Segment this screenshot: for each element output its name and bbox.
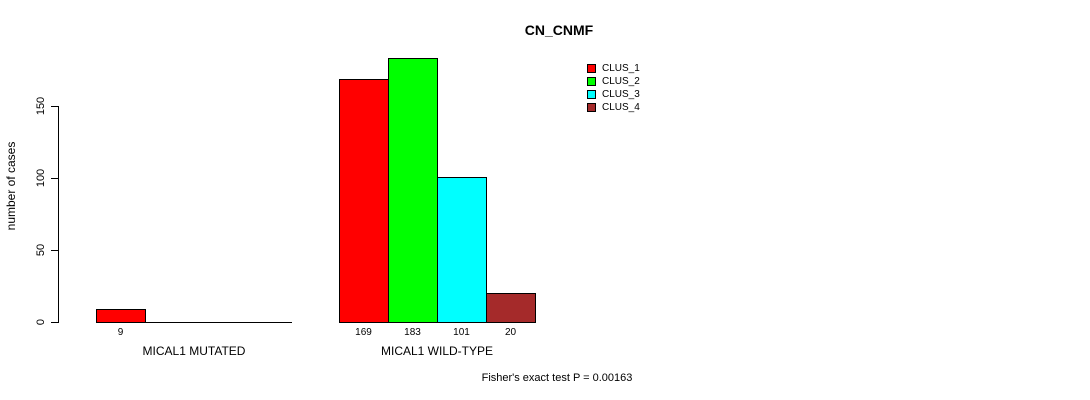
y-axis-label: number of cases <box>4 141 18 231</box>
bar-value-label: 20 <box>504 327 517 338</box>
y-tick <box>51 106 58 107</box>
chart-title: CN_CNMF <box>524 22 594 38</box>
y-tick <box>51 178 58 179</box>
legend-item: CLUS_2 <box>587 75 640 88</box>
y-tick-label: 0 <box>35 318 47 326</box>
legend-swatch <box>587 103 596 112</box>
bar-clus_2 <box>388 58 438 323</box>
legend-item: CLUS_4 <box>587 101 640 114</box>
legend-swatch <box>587 64 596 73</box>
y-axis-line <box>58 106 59 323</box>
legend-label: CLUS_3 <box>602 89 640 100</box>
bar-clus_1 <box>339 78 389 323</box>
bar-value-label: 183 <box>404 327 421 338</box>
pvalue-annotation: Fisher's exact test P = 0.00163 <box>481 372 633 384</box>
bar-value-label: 101 <box>453 327 470 338</box>
legend-swatch <box>587 90 596 99</box>
x-group-label: MICAL1 MUTATED <box>142 344 246 358</box>
bar-value-label: 169 <box>355 327 372 338</box>
bar-clus_4 <box>486 293 536 323</box>
legend: CLUS_1 CLUS_2 CLUS_3 CLUS_4 <box>587 62 640 114</box>
y-tick-label: 50 <box>35 243 47 257</box>
legend-label: CLUS_2 <box>602 76 640 87</box>
legend-label: CLUS_1 <box>602 63 640 74</box>
x-group-label: MICAL1 WILD-TYPE <box>380 344 494 358</box>
y-tick-label: 100 <box>35 168 47 188</box>
legend-item: CLUS_1 <box>587 62 640 75</box>
bar-value-label: 9 <box>117 327 124 338</box>
bar-clus_3 <box>437 176 487 323</box>
y-tick <box>51 250 58 251</box>
y-tick <box>51 322 58 323</box>
legend-swatch <box>587 77 596 86</box>
bar-clus_1 <box>96 309 146 323</box>
legend-label: CLUS_4 <box>602 102 640 113</box>
group-baseline <box>96 322 292 323</box>
legend-item: CLUS_3 <box>587 88 640 101</box>
y-tick-label: 150 <box>35 96 47 116</box>
